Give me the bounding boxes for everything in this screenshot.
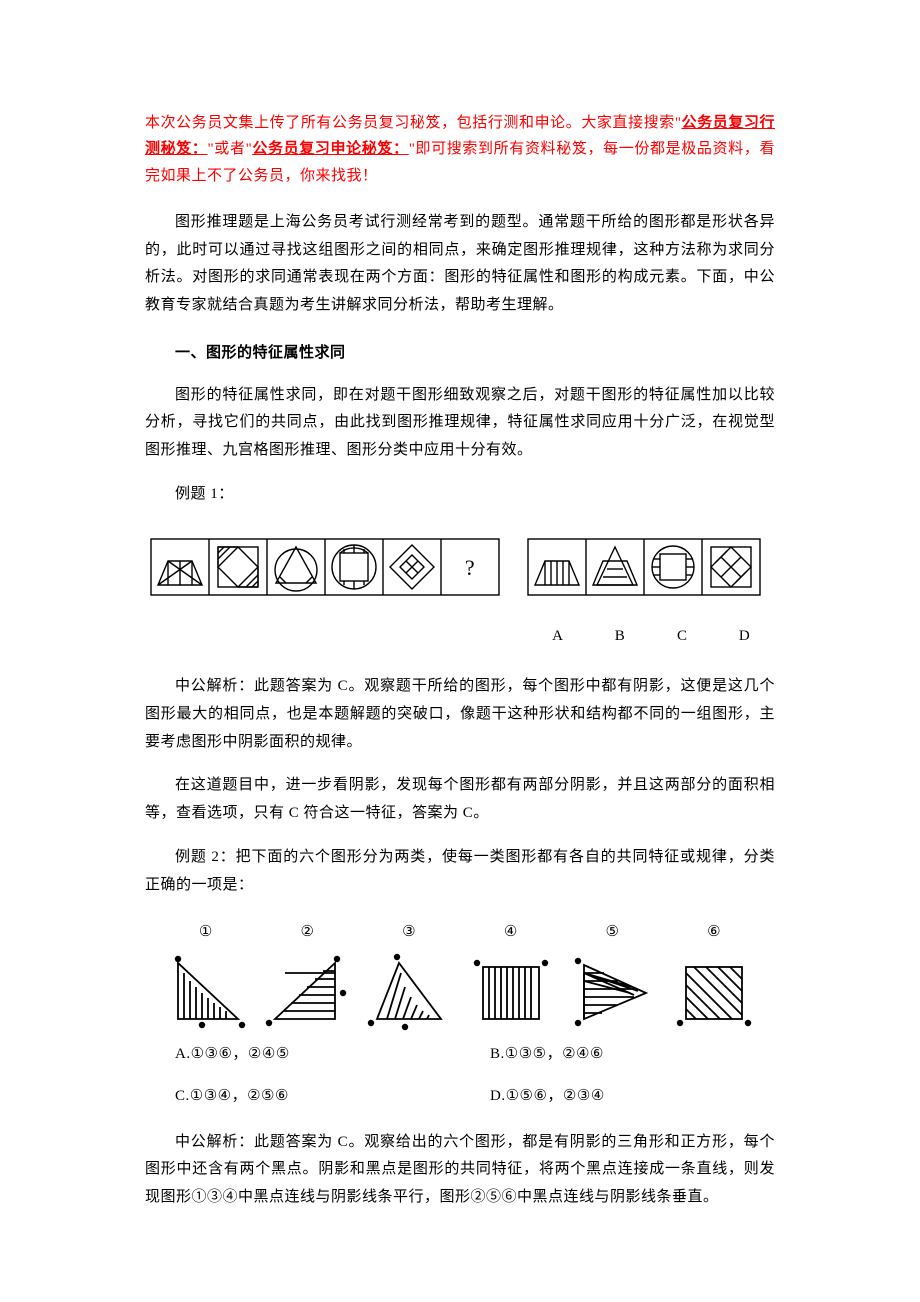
intro-bold2: 公务员复习申论秘笈： (252, 141, 409, 157)
answer-options: A.①③⑥，②④⑤ B.①③⑤，②④⑥ C.①③④，②⑤⑥ D.①⑤⑥，②③④ (145, 1041, 775, 1111)
figure2-item-1: ① (162, 919, 250, 1031)
option-b: B.①③⑤，②④⑥ (460, 1041, 775, 1069)
option-c: C.①③④，②⑤⑥ (145, 1083, 460, 1111)
figure2-item-5: ⑤ (568, 919, 656, 1031)
example2-label: 例题 2：把下面的六个图形分为两类，使每一类图形都有各自的共同特征或规律，分类正… (145, 844, 775, 900)
answer-label-b: B (591, 623, 649, 651)
figure-2: ① ② (155, 919, 765, 1031)
figure2-label-6: ⑥ (707, 919, 721, 947)
question-mark: ? (465, 555, 475, 580)
figure2-label-4: ④ (504, 919, 518, 947)
option-a: A.①③⑥，②④⑤ (145, 1041, 460, 1069)
figure-1-svg: ? (150, 533, 770, 603)
paragraph-2: 图形的特征属性求同，即在对题干图形细致观察之后，对题干图形的特征属性加以比较分析… (145, 382, 775, 465)
intro-mid1: "或者" (208, 141, 253, 157)
example1-label: 例题 1： (145, 481, 775, 509)
section-heading-1: 一、图形的特征属性求同 (145, 340, 775, 368)
figure2-label-3: ③ (402, 919, 416, 947)
figure2-item-6: ⑥ (670, 919, 758, 1031)
paragraph-3: 中公解析：此题答案为 C。观察题干所给的图形，每个图形中都有阴影，这便是这几个图… (145, 673, 775, 756)
figure2-label-5: ⑤ (605, 919, 619, 947)
paragraph-4: 在这道题目中，进一步看阴影，发现每个图形都有两部分阴影，并且这两部分的面积相等，… (145, 772, 775, 828)
document-page: 本次公务员文集上传了所有公务员复习秘笈，包括行测和申论。大家直接搜索"公务员复习… (0, 0, 920, 1302)
intro-part1: 本次公务员文集上传了所有公务员复习秘笈，包括行测和申论。大家直接搜索 (145, 115, 675, 131)
figure2-label-2: ② (301, 919, 315, 947)
answer-label-a: A (529, 623, 587, 651)
figure2-item-2: ② (263, 919, 351, 1031)
answer-label-c: C (653, 623, 711, 651)
figure-1: ? (145, 533, 775, 614)
answer-label-d: D (716, 623, 774, 651)
intro-block: 本次公务员文集上传了所有公务员复习秘笈，包括行测和申论。大家直接搜索"公务员复习… (145, 110, 775, 189)
figure2-item-3: ③ (365, 919, 453, 1031)
option-d: D.①⑤⑥，②③④ (460, 1083, 775, 1111)
figure2-item-4: ④ (467, 919, 555, 1031)
paragraph-1: 图形推理题是上海公务员考试行测经常考到的题型。通常题干所给的图形都是形状各异的，… (145, 209, 775, 320)
figure2-label-1: ① (199, 919, 213, 947)
figure-1-answer-labels: A B C D (145, 623, 775, 651)
paragraph-5: 中公解析：此题答案为 C。观察给出的六个图形，都是有阴影的三角形和正方形，每个图… (145, 1129, 775, 1212)
